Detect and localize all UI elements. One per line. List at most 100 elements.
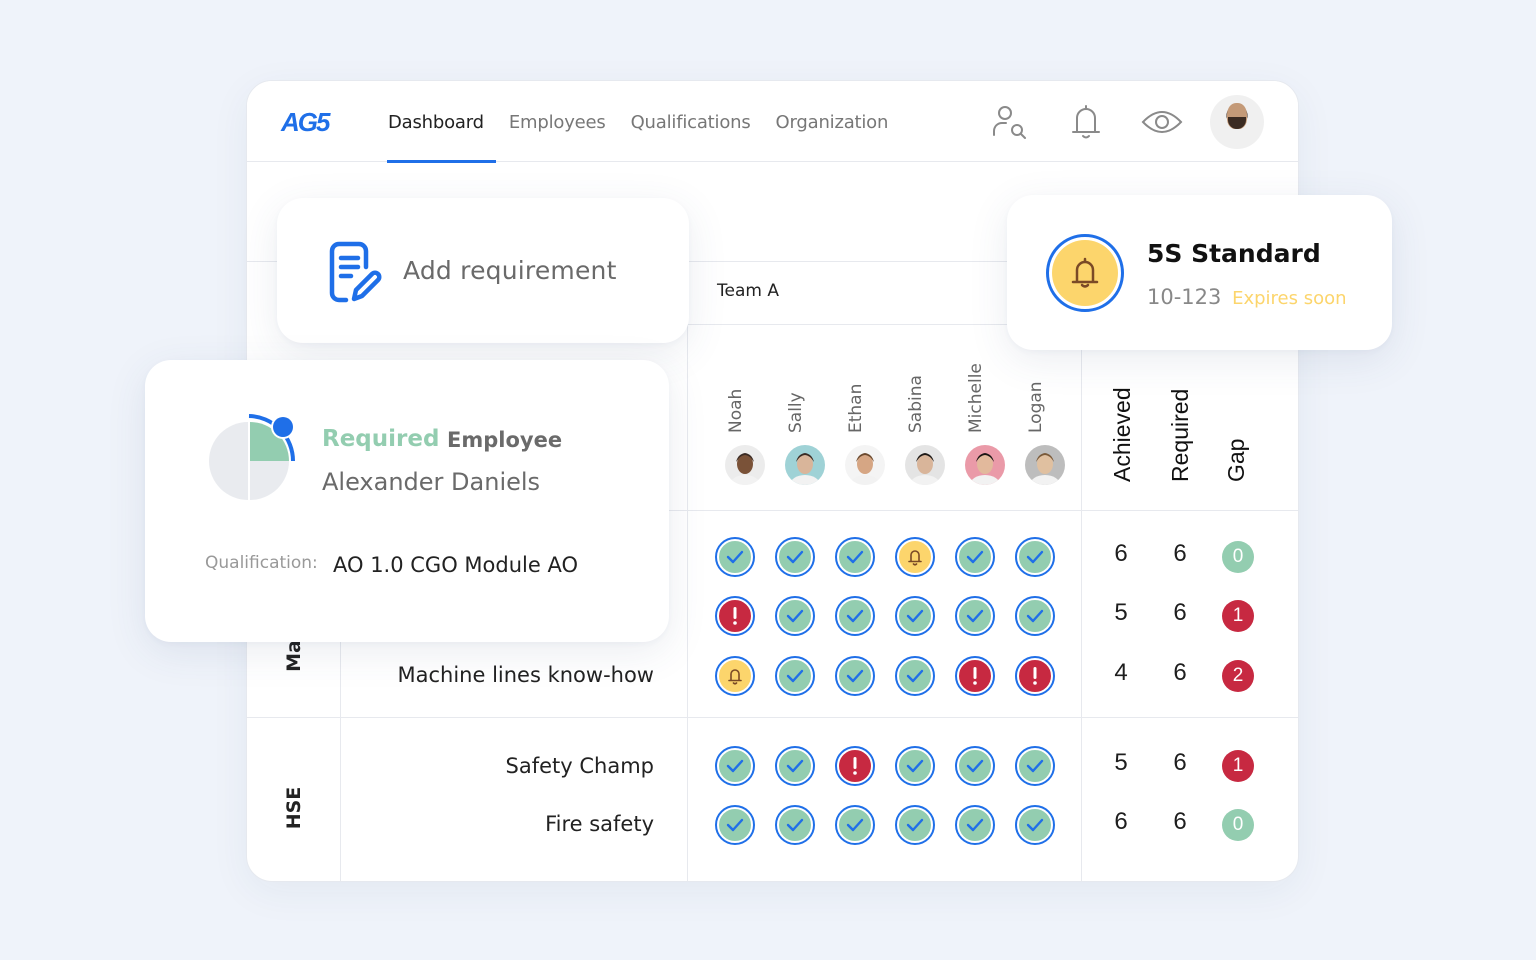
user-search-icon[interactable] (972, 96, 1048, 148)
qualification-status-cell-ok[interactable] (955, 805, 995, 845)
bell-icon (1071, 257, 1099, 288)
qualification-status-cell-ok[interactable] (775, 596, 815, 636)
qualification-status-cell-ok[interactable] (835, 656, 875, 696)
check-icon (958, 749, 992, 783)
gap-badge: 0 (1222, 541, 1254, 573)
employee-column-ethan: Ethan (835, 321, 895, 501)
qualification-status-cell-warn[interactable] (715, 656, 755, 696)
qualification-status-cell-ok[interactable] (775, 656, 815, 696)
qualification-status-cell-ok[interactable] (955, 746, 995, 786)
employee-column-sabina: Sabina (895, 321, 955, 501)
required-header: Required (1167, 388, 1193, 482)
gap-badge: 0 (1222, 809, 1254, 841)
qualification-machine-lines[interactable]: Machine lines know-how (397, 663, 654, 687)
employee-name-header[interactable]: Noah (726, 388, 746, 433)
employee-avatar[interactable] (1025, 445, 1065, 485)
employee-requirement-card[interactable]: Required Employee Alexander Daniels Qual… (145, 360, 669, 642)
check-icon (1018, 540, 1052, 574)
required-count: 6 (1173, 808, 1187, 835)
employee-avatar[interactable] (785, 445, 825, 485)
qualification-status-cell-ok[interactable] (835, 805, 875, 845)
nav-qualifications[interactable]: Qualifications (630, 112, 751, 133)
qualification-status-cell-ok[interactable] (775, 805, 815, 845)
check-icon (838, 599, 872, 633)
qualification-status-cell-ok[interactable] (775, 746, 815, 786)
eye-icon[interactable] (1124, 96, 1200, 148)
add-requirement-button[interactable]: Add requirement (277, 198, 689, 343)
main-nav: Dashboard Employees Qualifications Organ… (387, 81, 913, 163)
gap-header: Gap (1223, 438, 1249, 482)
qualification-status-cell-err[interactable] (835, 746, 875, 786)
required-count: 6 (1173, 659, 1187, 686)
required-count: 6 (1173, 749, 1187, 776)
progress-pie-icon (207, 412, 297, 506)
header-row-bottom-border (687, 324, 1080, 325)
employee-avatar[interactable] (965, 445, 1005, 485)
top-navigation-bar: AG5 Dashboard Employees Qualifications O… (247, 81, 1298, 163)
qualification-status-cell-ok[interactable] (955, 537, 995, 577)
exclamation-icon (958, 659, 992, 693)
qualification-status-cell-ok[interactable] (1015, 746, 1055, 786)
qualification-status-cell-ok[interactable] (835, 596, 875, 636)
check-icon (838, 659, 872, 693)
employee-name-header[interactable]: Michelle (966, 363, 986, 433)
check-icon (898, 749, 932, 783)
check-icon (778, 599, 812, 633)
employee-name-header[interactable]: Logan (1026, 381, 1046, 433)
employee-avatar[interactable] (905, 445, 945, 485)
qualification-status-cell-ok[interactable] (895, 596, 935, 636)
user-avatar[interactable] (1210, 95, 1264, 149)
qualification-status-cell-err[interactable] (955, 656, 995, 696)
employee-avatar[interactable] (725, 445, 765, 485)
qualification-status-cell-ok[interactable] (1015, 596, 1055, 636)
employee-column-noah: Noah (715, 321, 775, 501)
qualification-fire-safety[interactable]: Fire safety (545, 812, 654, 836)
employee-role: Employee (447, 428, 563, 452)
qualification-status-cell-ok[interactable] (715, 537, 755, 577)
qualification-status-cell-err[interactable] (715, 596, 755, 636)
standard-notification-card[interactable]: 5S Standard 10-123 Expires soon (1007, 195, 1392, 350)
employee-avatar[interactable] (845, 445, 885, 485)
employee-name-header[interactable]: Sabina (906, 375, 926, 433)
nav-employees[interactable]: Employees (508, 112, 606, 133)
gap-badge: 1 (1222, 600, 1254, 632)
required-count: 6 (1173, 540, 1187, 567)
qualification-label: Qualification: (205, 553, 318, 573)
qualification-status-cell-ok[interactable] (895, 805, 935, 845)
check-icon (958, 599, 992, 633)
check-icon (1018, 749, 1052, 783)
qualification-status-cell-ok[interactable] (835, 537, 875, 577)
add-requirement-label: Add requirement (403, 256, 617, 285)
qualification-status-cell-ok[interactable] (1015, 805, 1055, 845)
bell-icon[interactable] (1048, 96, 1124, 148)
exclamation-icon (718, 599, 752, 633)
gap-badge: 2 (1222, 660, 1254, 692)
qualification-status-cell-ok[interactable] (955, 596, 995, 636)
qualification-status-cell-ok[interactable] (775, 537, 815, 577)
nav-dashboard[interactable]: Dashboard (387, 81, 496, 163)
qualification-safety-champ[interactable]: Safety Champ (505, 754, 654, 778)
group-label-machines: Ma (283, 640, 305, 672)
qualification-status-cell-ok[interactable] (715, 746, 755, 786)
ag5-logo[interactable]: AG5 (281, 107, 330, 137)
check-icon (898, 808, 932, 842)
qualification-status-cell-ok[interactable] (715, 805, 755, 845)
qualification-status-cell-ok[interactable] (1015, 537, 1055, 577)
qualification-status-cell-err[interactable] (1015, 656, 1055, 696)
qualification-status-cell-warn[interactable] (895, 537, 935, 577)
employee-column-logan: Logan (1015, 321, 1075, 501)
check-icon (1018, 808, 1052, 842)
nav-organization[interactable]: Organization (775, 112, 889, 133)
exclamation-icon (838, 749, 872, 783)
qualification-status-cell-ok[interactable] (895, 656, 935, 696)
qualification-status-cell-ok[interactable] (895, 746, 935, 786)
team-header[interactable]: Team A (717, 281, 779, 301)
check-icon (718, 808, 752, 842)
employee-name-header[interactable]: Sally (786, 392, 806, 433)
employee-name-header[interactable]: Ethan (846, 383, 866, 433)
check-icon (778, 540, 812, 574)
standard-subtitle: 10-123 Expires soon (1147, 285, 1347, 309)
employee-column-sally: Sally (775, 321, 835, 501)
check-icon (778, 808, 812, 842)
check-icon (838, 540, 872, 574)
